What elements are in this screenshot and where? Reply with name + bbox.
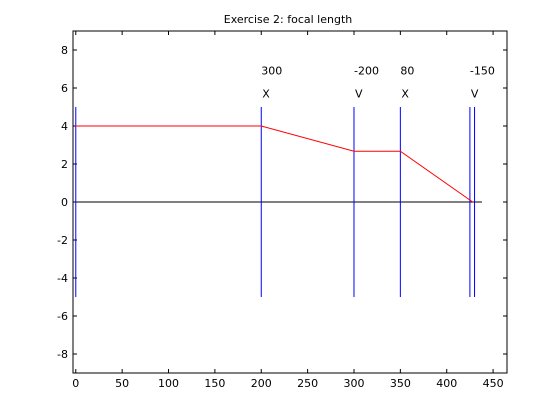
y-tick-label: 6 [61, 82, 68, 95]
plot-area: 0 50 100 150 200 250 300 350 400 450 -8 -6 -4 -2 0 2 4 6… [57, 30, 508, 390]
ray-point [75, 125, 77, 127]
x-axis-ticks: 0 50 100 150 200 250 300 350 400 450 [72, 31, 504, 390]
element-power-label: 80 [400, 65, 414, 78]
y-tick-label: -8 [57, 348, 68, 361]
element-type-label: V [471, 88, 479, 101]
ray-point [399, 150, 401, 152]
y-tick-label: 4 [61, 120, 68, 133]
x-tick-label: 350 [390, 377, 411, 390]
y-axis-ticks: -8 -6 -4 -2 0 2 4 6 8 [57, 44, 507, 361]
element-power-label: -200 [354, 65, 379, 78]
element-type-label: X [262, 88, 270, 101]
ray-point [353, 150, 355, 152]
x-tick-label: 200 [251, 377, 272, 390]
x-tick-label: 300 [343, 377, 364, 390]
y-tick-label: -2 [57, 234, 68, 247]
optical-elements: 300 X -200 V 80 X -150 V [75, 65, 495, 297]
element-type-label: X [401, 88, 409, 101]
x-tick-label: 100 [158, 377, 179, 390]
y-tick-label: 8 [61, 44, 68, 57]
ray-point [472, 201, 474, 203]
element-type-label: V [355, 88, 363, 101]
y-tick-label: -4 [57, 272, 68, 285]
y-tick-label: -6 [57, 310, 68, 323]
y-tick-label: 0 [61, 196, 68, 209]
y-tick-label: 2 [61, 158, 68, 171]
x-tick-label: 150 [204, 377, 225, 390]
element-power-label: 300 [261, 65, 282, 78]
x-tick-label: 250 [297, 377, 318, 390]
x-tick-label: 450 [483, 377, 504, 390]
x-tick-label: 400 [436, 377, 457, 390]
ray-points [75, 125, 474, 203]
element-power-label: -150 [470, 65, 495, 78]
x-tick-label: 0 [72, 377, 79, 390]
x-tick-label: 50 [115, 377, 129, 390]
ray-point [260, 125, 262, 127]
chart-title: Exercise 2: focal length [224, 13, 353, 26]
